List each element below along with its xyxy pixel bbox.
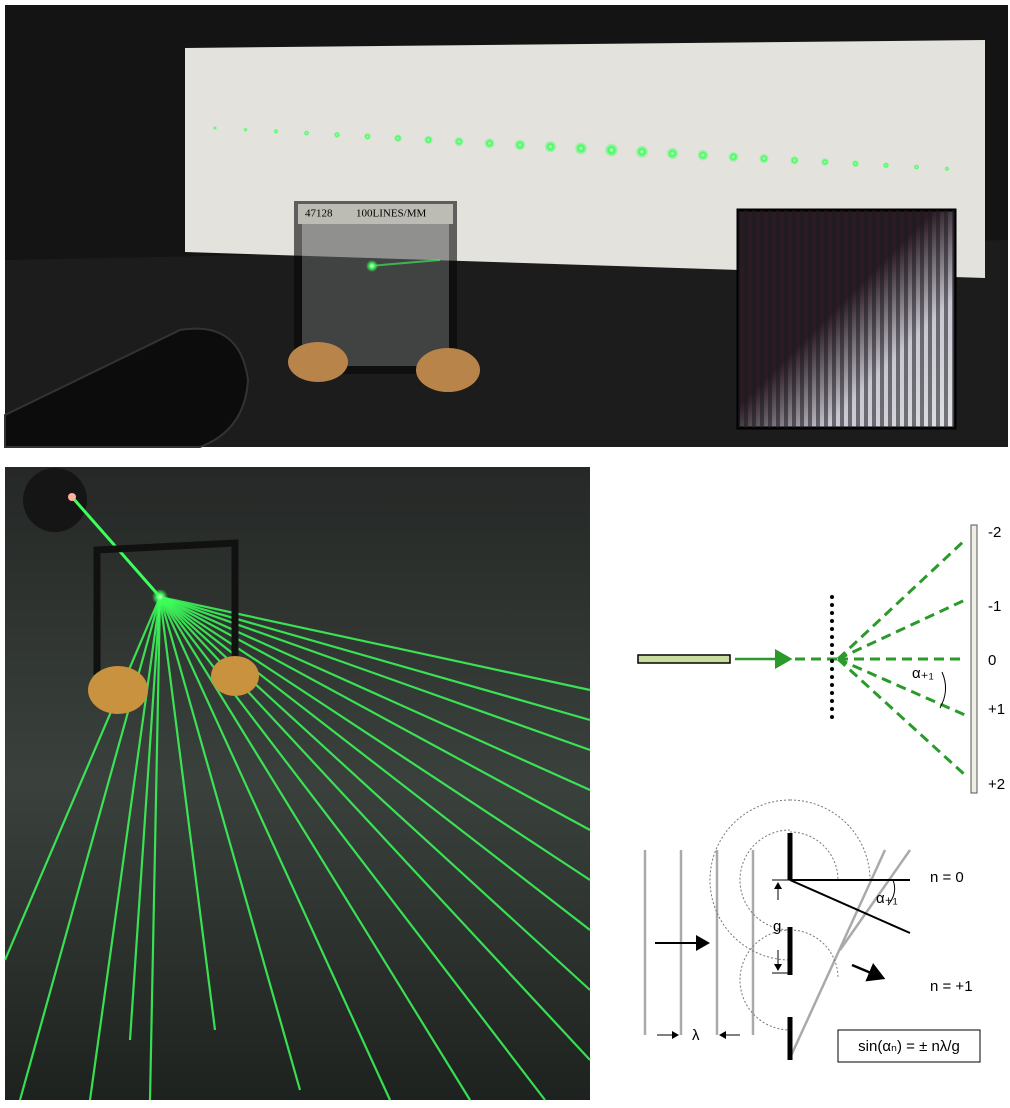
spot bbox=[697, 149, 709, 161]
slit bbox=[830, 635, 834, 639]
slit bbox=[830, 675, 834, 679]
slit bbox=[830, 595, 834, 599]
spot bbox=[574, 142, 587, 155]
order-label: +1 bbox=[988, 701, 1005, 718]
diagram-orders: α₊₁ -2 -1 0 +1 +2 bbox=[638, 524, 1005, 793]
spot bbox=[364, 133, 372, 141]
slit bbox=[830, 691, 834, 695]
slit bbox=[830, 667, 834, 671]
slit bbox=[830, 707, 834, 711]
slit bbox=[830, 643, 834, 647]
slit bbox=[830, 603, 834, 607]
grating-label: 47128 bbox=[305, 208, 333, 220]
order-label: -2 bbox=[988, 524, 1001, 541]
slit bbox=[830, 659, 834, 663]
spot bbox=[514, 139, 526, 151]
spot bbox=[605, 143, 619, 157]
slit bbox=[830, 619, 834, 623]
formula: sin(αₙ) = ± nλ/g bbox=[858, 1038, 960, 1055]
beam bbox=[838, 540, 965, 659]
photo-bottom bbox=[5, 467, 590, 1100]
slit bbox=[830, 715, 834, 719]
angle-label: α₊₁ bbox=[876, 890, 898, 907]
order-label: n = 0 bbox=[930, 869, 964, 886]
slit bbox=[830, 683, 834, 687]
spot bbox=[273, 129, 278, 134]
spot bbox=[883, 162, 890, 169]
slit bbox=[830, 699, 834, 703]
spot bbox=[243, 128, 247, 132]
spot bbox=[484, 138, 495, 149]
spot bbox=[544, 141, 556, 153]
slit bbox=[830, 627, 834, 631]
spot bbox=[821, 158, 829, 166]
order-label: -1 bbox=[988, 598, 1001, 615]
slit bbox=[830, 611, 834, 615]
order-label: 0 bbox=[988, 652, 996, 669]
figure: 47128 100LINES/MM α₊₁ -2 -1 0 +1 +2 λ α₊₁ bbox=[0, 0, 1010, 1103]
grating-label: 100LINES/MM bbox=[356, 208, 427, 220]
spot bbox=[728, 152, 739, 163]
beam bbox=[838, 659, 965, 775]
beam bbox=[838, 600, 965, 659]
spacing-label: g bbox=[773, 918, 781, 935]
spot bbox=[944, 166, 949, 171]
spot bbox=[852, 160, 860, 168]
diagram-wavefronts: λ α₊₁ g n = 0 n = +1 sin(αₙ) = ± nλ/g bbox=[645, 800, 980, 1062]
spot bbox=[304, 130, 310, 136]
photo-top: 47128 100LINES/MM bbox=[5, 5, 1008, 447]
spot bbox=[790, 156, 799, 165]
spot bbox=[914, 164, 920, 170]
slit bbox=[830, 651, 834, 655]
order-label: +2 bbox=[988, 776, 1005, 793]
order-label: n = +1 bbox=[930, 978, 973, 995]
spot bbox=[759, 154, 769, 164]
wavelength-label: λ bbox=[692, 1027, 700, 1044]
spot bbox=[666, 147, 678, 159]
spot bbox=[334, 131, 341, 138]
spot bbox=[454, 137, 464, 147]
spot bbox=[213, 126, 217, 130]
spot bbox=[394, 134, 402, 142]
angle-label: α₊₁ bbox=[912, 665, 934, 682]
spot bbox=[424, 135, 433, 144]
spot bbox=[635, 145, 648, 158]
